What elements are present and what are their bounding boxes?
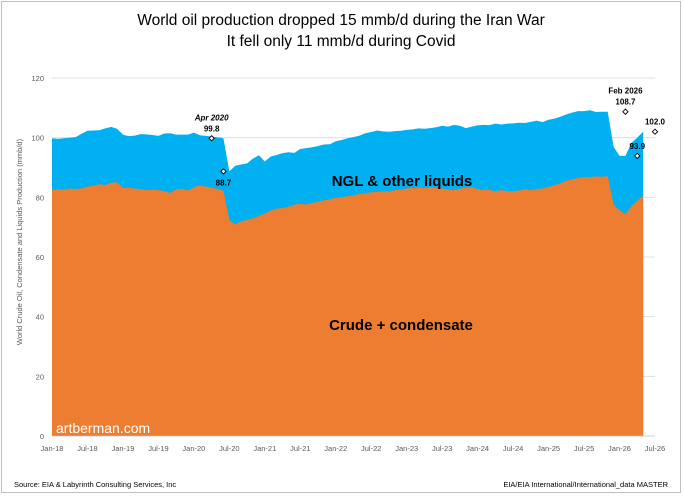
chart-title-line-2: It fell only 11 mmb/d during Covid bbox=[227, 33, 456, 50]
chart-title-line-1: World oil production dropped 15 mmb/d du… bbox=[137, 12, 545, 29]
y-tick-label-80: 80 bbox=[36, 193, 44, 202]
x-tick-label-Jan-19: Jan-19 bbox=[111, 444, 134, 453]
x-tick-label-Jan-21: Jan-21 bbox=[253, 444, 276, 453]
x-tick-label-Jan-26: Jan-26 bbox=[608, 444, 631, 453]
annotation-marker-3 bbox=[634, 152, 641, 160]
y-tick-label-20: 20 bbox=[36, 372, 44, 381]
watermark-text: artberman.com bbox=[56, 420, 150, 436]
axes: 0 20 40 60 80 100 120 Jan-18 Jul-18 Jan-19 Jul-19 J… bbox=[31, 74, 665, 453]
annotation-value-4: 102.0 bbox=[645, 118, 666, 127]
y-tick-label-100: 100 bbox=[31, 134, 44, 143]
y-axis-title: World Crude Oil, Condensate and Liquids … bbox=[15, 138, 24, 345]
y-tick-label-120: 120 bbox=[31, 74, 44, 83]
annotations: 99.8 Apr 2020 88.7 108.7 Feb 2026 93.9 102.0 bbox=[194, 87, 666, 188]
x-tick-label-Jan-23: Jan-23 bbox=[395, 444, 418, 453]
x-tick-label-Jan-25: Jan-25 bbox=[537, 444, 560, 453]
x-tick-label-Jul-22: Jul-22 bbox=[361, 444, 381, 453]
x-tick-label-Jan-22: Jan-22 bbox=[324, 444, 347, 453]
annotation-marker-2 bbox=[622, 108, 629, 115]
annotation-value-1: 88.7 bbox=[216, 178, 232, 187]
x-tick-label-Jul-18: Jul-18 bbox=[77, 444, 97, 453]
x-tick-label-Jul-21: Jul-21 bbox=[290, 444, 310, 453]
source-right: EIA/EIA International/International_data… bbox=[503, 480, 668, 489]
crude-area-series bbox=[52, 176, 644, 436]
x-tick-label-Jul-24: Jul-24 bbox=[503, 444, 523, 453]
x-tick-label-Jul-20: Jul-20 bbox=[219, 444, 239, 453]
source-left: Source: EIA & Labyrinth Consulting Servi… bbox=[14, 480, 176, 489]
x-tick-label-Jan-20: Jan-20 bbox=[182, 444, 205, 453]
x-tick-label-Jan-18: Jan-18 bbox=[41, 444, 64, 453]
x-tick-label-Jul-25: Jul-25 bbox=[574, 444, 594, 453]
x-tick-label-Jul-26: Jul-26 bbox=[645, 444, 665, 453]
plot-areas bbox=[52, 110, 644, 436]
x-tick-label-Jul-19: Jul-19 bbox=[148, 444, 168, 453]
annotation-marker-4 bbox=[651, 128, 659, 135]
annotation-label-2: Feb 2026 bbox=[608, 87, 643, 96]
x-tick-label-Jul-23: Jul-23 bbox=[432, 444, 452, 453]
annotation-marker-0 bbox=[208, 135, 215, 142]
annotation-value-0: 99.8 bbox=[204, 124, 220, 133]
annotation-value-3: 93.9 bbox=[629, 142, 645, 151]
ngl-area-label: NGL & other liquids bbox=[332, 173, 473, 190]
x-tick-label-Jan-24: Jan-24 bbox=[466, 444, 489, 453]
y-tick-label-60: 60 bbox=[36, 253, 44, 262]
crude-area-label: Crude + condensate bbox=[329, 317, 473, 334]
y-tick-label-40: 40 bbox=[36, 313, 44, 322]
annotation-marker-1 bbox=[220, 168, 227, 175]
annotation-value-2: 108.7 bbox=[615, 98, 636, 107]
annotation-label-0: Apr 2020 bbox=[194, 113, 229, 122]
y-tick-label-0: 0 bbox=[40, 432, 44, 441]
